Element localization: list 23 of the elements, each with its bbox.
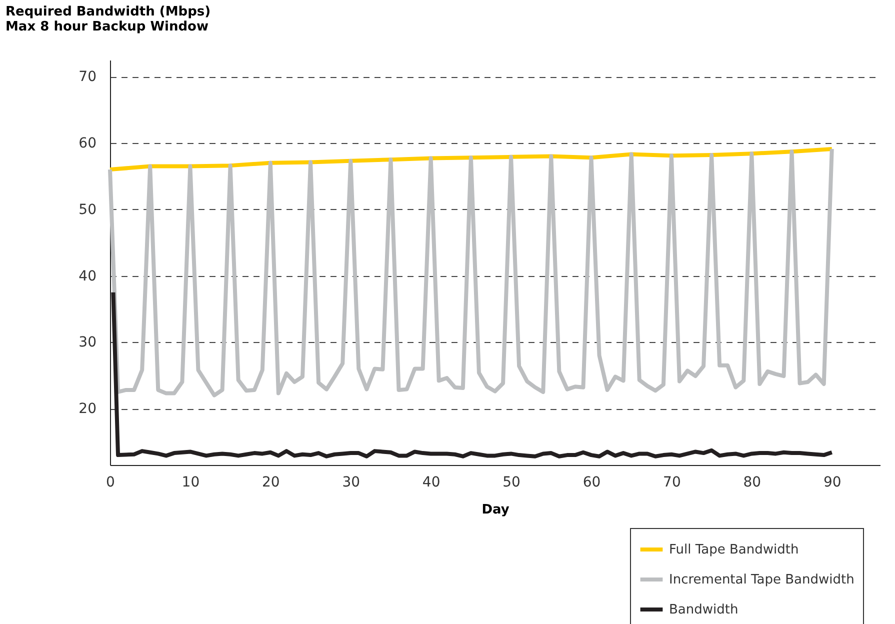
x-tick-label: 50 — [502, 474, 520, 490]
line-series — [108, 146, 834, 398]
y-tick-label: 60 — [78, 135, 96, 152]
x-tick-label: 40 — [422, 474, 440, 490]
legend-label: Full Tape Bandwidth — [669, 542, 799, 558]
x-tick-label: 70 — [663, 474, 681, 490]
x-tick-label: 0 — [106, 474, 115, 490]
y-tick-label: 40 — [78, 268, 96, 284]
legend-label: Incremental Tape Bandwidth — [669, 572, 854, 588]
x-tick-label: 90 — [823, 474, 842, 490]
x-tick-label: 10 — [182, 474, 200, 490]
x-tick-label: 20 — [262, 474, 280, 490]
y-tick-label: 20 — [78, 401, 96, 418]
y-tick-label: 70 — [78, 69, 96, 86]
line-series — [108, 146, 834, 172]
x-tick-label: 80 — [743, 474, 762, 490]
y-tick-label: 50 — [78, 202, 96, 218]
y-tick-label: 30 — [78, 334, 96, 351]
legend-label: Bandwidth — [669, 602, 738, 618]
y-axis-title: Required Bandwidth (Mbps) Max 8 hour Backup Window — [6, 4, 211, 34]
x-axis-title: Day — [482, 502, 510, 518]
x-tick-label: 60 — [582, 474, 601, 490]
x-tick-label: 30 — [342, 474, 360, 490]
